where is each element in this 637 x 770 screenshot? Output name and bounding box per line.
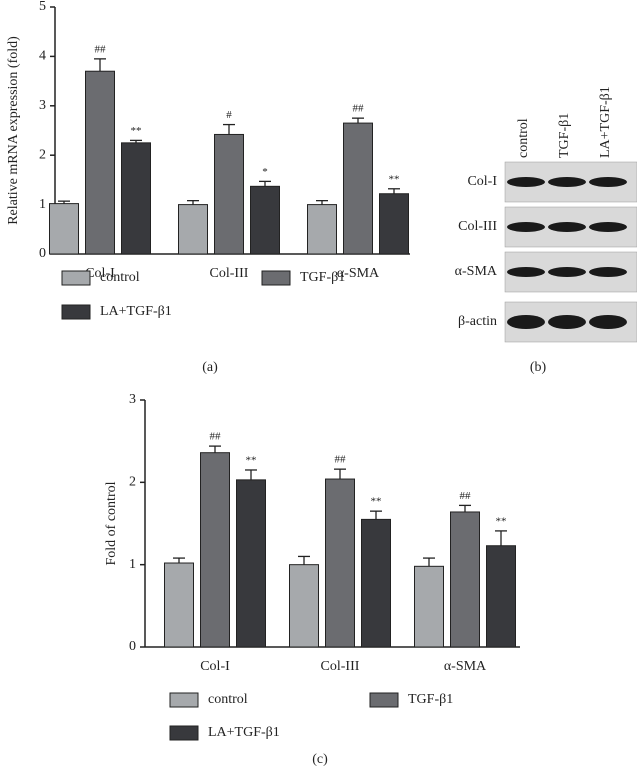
x-tick-label: Col-III	[210, 266, 249, 281]
bar	[200, 452, 230, 648]
panel-label: (a)	[202, 360, 218, 375]
significance-label: *	[262, 166, 268, 178]
bar	[85, 70, 115, 255]
bar	[236, 479, 266, 648]
y-axis-label: Fold of control	[104, 481, 119, 565]
blot-band	[548, 222, 586, 232]
significance-label: ##	[95, 43, 107, 55]
blot-band	[589, 222, 627, 232]
bar	[214, 133, 244, 255]
bar	[343, 122, 373, 255]
legend-swatch	[261, 270, 291, 286]
legend-swatch	[169, 725, 199, 741]
bar	[49, 203, 79, 255]
blot-band	[507, 222, 545, 232]
significance-label: **	[371, 496, 382, 508]
bar	[289, 564, 319, 648]
bar	[164, 562, 194, 648]
blot-band	[507, 177, 545, 187]
y-tick-label: 0	[39, 246, 46, 261]
blot-band	[548, 177, 586, 187]
legend-swatch	[61, 270, 91, 286]
significance-label: ##	[460, 490, 472, 502]
x-tick-label: Col-I	[200, 659, 230, 674]
blot-band	[589, 267, 627, 277]
significance-label: **	[131, 125, 142, 137]
bar	[450, 511, 480, 648]
bar	[379, 193, 409, 255]
blot-band	[507, 267, 545, 277]
row-label: β-actin	[458, 314, 497, 329]
significance-label: #	[226, 109, 232, 121]
y-tick-label: 0	[129, 639, 136, 654]
significance-label: ##	[335, 454, 347, 466]
bar	[414, 565, 444, 648]
bar	[486, 545, 516, 648]
legend-swatch	[169, 692, 199, 708]
legend-label: control	[208, 692, 248, 707]
y-tick-label: 3	[129, 392, 136, 407]
significance-label: ##	[353, 103, 365, 115]
blot-band	[589, 177, 627, 187]
bar	[178, 204, 208, 255]
y-tick-label: 5	[39, 0, 46, 14]
legend-swatch	[369, 692, 399, 708]
legend-label: LA+TGF-β1	[100, 304, 172, 319]
significance-label: **	[389, 173, 400, 185]
significance-label: **	[246, 455, 257, 467]
row-label: α-SMA	[455, 264, 498, 279]
x-tick-label: α-SMA	[337, 266, 380, 281]
row-label: Col-III	[458, 219, 497, 234]
significance-label: **	[496, 515, 507, 527]
bar	[307, 204, 337, 255]
significance-label: ##	[210, 431, 222, 443]
panel-label: (b)	[530, 360, 547, 375]
y-tick-label: 4	[39, 49, 46, 64]
legend-label: control	[100, 270, 140, 285]
y-axis-label: Relative mRNA expression (fold)	[6, 36, 21, 225]
legend-swatch	[61, 304, 91, 320]
blot-band	[548, 315, 586, 329]
legend-label: LA+TGF-β1	[208, 725, 280, 740]
blot-band	[589, 315, 627, 329]
y-tick-label: 2	[39, 147, 46, 162]
panel-label: (c)	[312, 752, 328, 767]
bar	[361, 518, 391, 648]
row-label: Col-I	[467, 174, 497, 189]
x-tick-label: Col-I	[85, 266, 115, 281]
y-tick-label: 2	[129, 475, 136, 490]
lane-label: TGF-β1	[557, 113, 572, 158]
blot-band	[507, 315, 545, 329]
y-tick-label: 1	[39, 197, 46, 212]
y-tick-label: 3	[39, 98, 46, 113]
x-tick-label: Col-III	[321, 659, 360, 674]
blot-band	[548, 267, 586, 277]
bar	[325, 478, 355, 648]
bar	[250, 185, 280, 255]
legend-label: TGF-β1	[408, 692, 453, 707]
x-tick-label: α-SMA	[444, 659, 487, 674]
y-tick-label: 1	[129, 557, 136, 572]
lane-label: LA+TGF-β1	[598, 86, 613, 158]
legend-label: TGF-β1	[300, 270, 345, 285]
lane-label: control	[516, 118, 531, 158]
bar	[121, 142, 151, 255]
